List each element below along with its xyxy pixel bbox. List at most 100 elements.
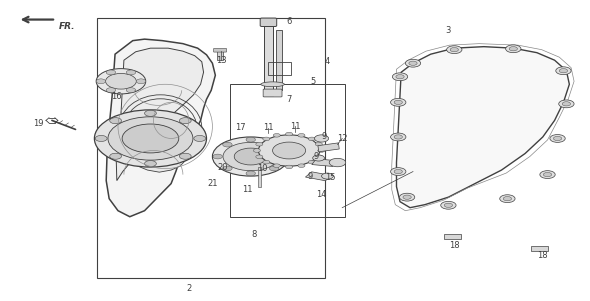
Circle shape [256,142,263,146]
Text: 2: 2 [186,284,191,293]
Bar [258,167,261,187]
Text: 20: 20 [217,163,228,172]
Circle shape [550,135,565,142]
Bar [268,62,291,75]
Circle shape [509,47,517,51]
Text: FR.: FR. [59,22,76,31]
Text: 19: 19 [33,119,44,128]
Circle shape [315,155,322,159]
Circle shape [179,153,191,159]
Circle shape [270,166,279,171]
Circle shape [399,193,415,201]
FancyBboxPatch shape [263,89,282,97]
Text: 15: 15 [325,173,336,182]
Text: 9: 9 [322,132,327,141]
Circle shape [309,160,316,164]
Circle shape [246,137,255,142]
Circle shape [286,132,293,136]
Circle shape [286,165,293,169]
Bar [276,30,282,90]
Text: 16: 16 [112,92,122,101]
Text: 3: 3 [445,26,451,35]
Circle shape [145,110,156,116]
Circle shape [273,142,306,159]
Circle shape [409,61,417,65]
Bar [264,26,273,96]
Circle shape [500,195,515,203]
Circle shape [246,171,255,176]
Circle shape [391,133,406,141]
Circle shape [106,73,136,89]
Circle shape [314,135,329,142]
Bar [230,84,345,217]
Circle shape [253,149,260,152]
Circle shape [263,160,270,164]
Text: 18: 18 [449,241,460,250]
Bar [217,51,223,60]
Text: 18: 18 [537,251,548,260]
Circle shape [96,69,146,94]
Text: 17: 17 [235,123,246,132]
Text: 13: 13 [216,56,227,65]
Circle shape [394,169,402,174]
Polygon shape [318,143,339,152]
Circle shape [329,158,346,167]
Circle shape [108,117,193,160]
Circle shape [391,98,406,106]
Circle shape [318,149,325,152]
Circle shape [447,46,462,54]
Circle shape [96,79,106,84]
Circle shape [95,135,107,141]
Bar [97,18,324,278]
Circle shape [298,134,305,137]
Circle shape [234,148,267,165]
Polygon shape [306,172,332,181]
Circle shape [394,100,402,104]
Text: 14: 14 [316,190,327,199]
Circle shape [394,135,402,139]
Text: 10: 10 [257,164,268,173]
Circle shape [273,134,280,137]
Circle shape [110,153,122,159]
Circle shape [258,135,320,166]
Text: 6: 6 [286,17,292,26]
Circle shape [450,48,458,52]
Circle shape [213,154,222,159]
Circle shape [540,171,555,178]
Ellipse shape [261,82,284,87]
Circle shape [392,73,408,81]
Circle shape [405,59,421,67]
Circle shape [223,142,278,171]
Bar [531,246,548,251]
Circle shape [441,201,456,209]
Circle shape [179,118,191,124]
FancyBboxPatch shape [214,48,227,52]
Circle shape [403,195,411,199]
Text: 11: 11 [242,185,253,194]
Text: 9: 9 [313,152,318,161]
Circle shape [315,142,322,146]
Circle shape [212,137,289,176]
Circle shape [444,203,453,207]
Circle shape [556,67,571,75]
Text: 8: 8 [251,230,257,239]
Circle shape [279,154,289,159]
Circle shape [562,102,571,106]
Circle shape [309,137,316,141]
Circle shape [391,168,406,175]
Circle shape [136,79,146,84]
Circle shape [313,155,324,161]
Circle shape [298,164,305,167]
Text: 11: 11 [290,122,300,131]
Polygon shape [118,140,186,172]
Circle shape [396,75,404,79]
Circle shape [222,142,232,147]
Circle shape [126,70,136,75]
Circle shape [106,70,116,75]
Circle shape [256,155,263,159]
Polygon shape [106,39,215,217]
Polygon shape [116,48,204,181]
Polygon shape [312,159,337,166]
FancyBboxPatch shape [260,18,277,26]
Text: 9: 9 [307,172,312,181]
